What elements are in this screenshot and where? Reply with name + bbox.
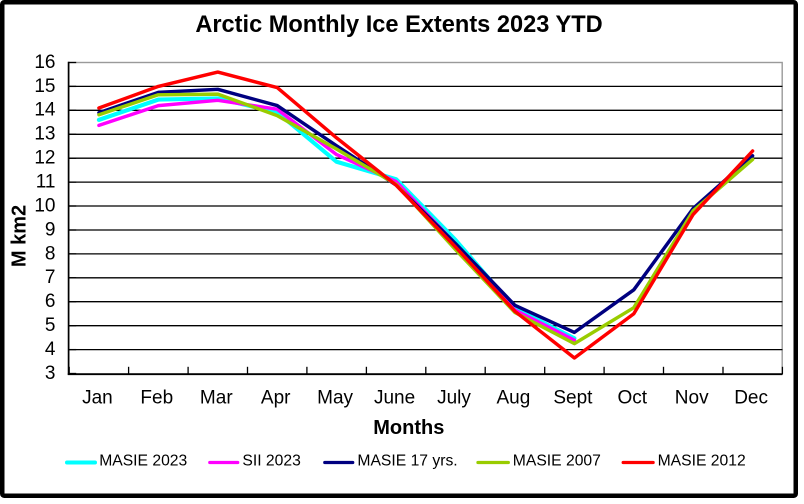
svg-text:Arctic Monthly Ice Extents 202: Arctic Monthly Ice Extents 2023 YTD [195,12,602,38]
svg-text:M km2: M km2 [9,205,31,267]
svg-text:12: 12 [34,148,55,169]
svg-text:14: 14 [34,100,56,121]
svg-text:5: 5 [45,315,56,336]
svg-text:Oct: Oct [618,388,648,409]
svg-text:MASIE 2007: MASIE 2007 [513,452,601,469]
svg-text:4: 4 [45,339,56,360]
svg-text:Mar: Mar [200,388,233,409]
svg-text:Sept: Sept [553,388,593,409]
svg-text:Feb: Feb [140,388,173,409]
svg-text:Aug: Aug [496,388,530,409]
svg-text:May: May [317,388,353,409]
svg-text:8: 8 [45,243,56,264]
svg-text:6: 6 [45,291,56,312]
svg-text:Dec: Dec [734,388,768,409]
svg-text:June: June [374,388,415,409]
svg-text:MASIE 2023: MASIE 2023 [99,452,187,469]
svg-text:Months: Months [373,417,444,439]
svg-text:July: July [437,388,471,409]
svg-text:3: 3 [45,363,56,384]
svg-text:Apr: Apr [261,388,291,409]
svg-text:11: 11 [36,172,56,193]
svg-text:15: 15 [34,76,55,97]
svg-text:10: 10 [34,195,55,216]
svg-text:13: 13 [34,124,55,145]
svg-text:16: 16 [34,52,55,73]
svg-text:7: 7 [45,267,56,288]
svg-text:Nov: Nov [675,388,709,409]
svg-text:MASIE 17 yrs.: MASIE 17 yrs. [357,452,457,469]
svg-text:9: 9 [45,219,56,240]
svg-text:Jan: Jan [82,388,113,409]
svg-text:SII 2023: SII 2023 [242,452,301,469]
svg-text:MASIE 2012: MASIE 2012 [658,452,746,469]
